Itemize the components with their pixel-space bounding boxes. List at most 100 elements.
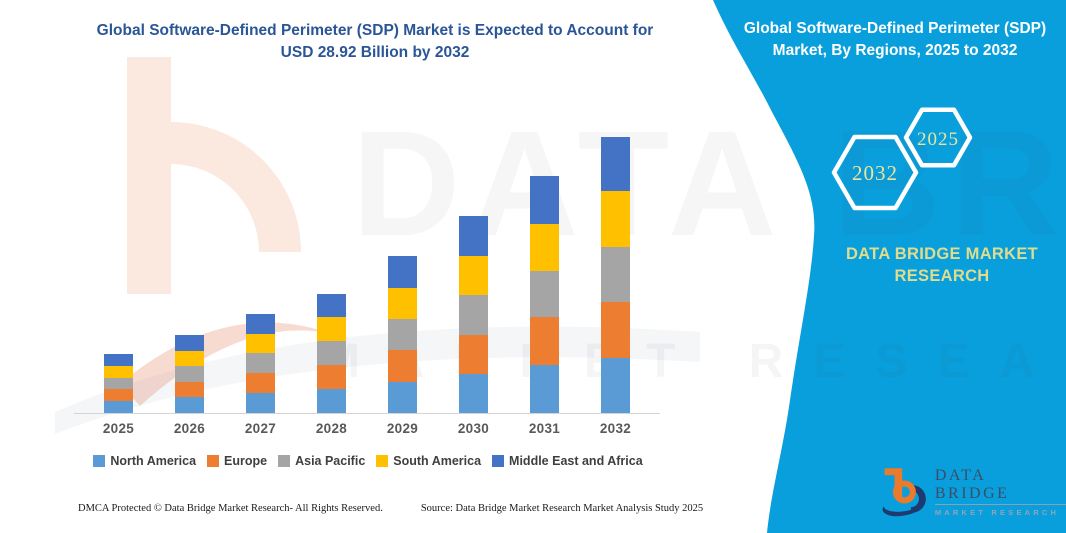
bar-slot-2031 <box>509 121 580 413</box>
logo-divider <box>934 504 1066 506</box>
bar-segment-2032-middle-east-and-africa <box>601 137 630 192</box>
footer-source-text: Source: Data Bridge Market Research Mark… <box>420 503 704 514</box>
legend-item-europe: Europe <box>207 454 267 468</box>
bar-segment-2026-middle-east-and-africa <box>175 334 204 351</box>
bar-segment-2029-south-america <box>388 287 417 319</box>
x-axis-label-2027: 2027 <box>244 421 277 436</box>
legend-label-middle-east-and-africa: Middle East and Africa <box>509 454 643 468</box>
hexagon-2025 <box>903 107 973 168</box>
bar-segment-2027-europe <box>246 372 275 393</box>
bar-segment-2030-europe <box>459 334 488 374</box>
stacked-bar-2028 <box>317 293 346 413</box>
bar-slot-2026 <box>154 121 225 413</box>
bar-segment-2026-europe <box>175 381 204 397</box>
x-axis-label-2032: 2032 <box>599 421 632 436</box>
bar-segment-2030-asia-pacific <box>459 295 488 335</box>
bar-slot-2030 <box>438 121 509 413</box>
legend-item-middle-east-and-africa: Middle East and Africa <box>492 454 643 468</box>
bar-slot-2028 <box>296 121 367 413</box>
bar-segment-2031-north-america <box>530 365 559 413</box>
bar-segment-2032-asia-pacific <box>601 246 630 303</box>
bar-segment-2029-north-america <box>388 381 417 413</box>
bar-segment-2031-middle-east-and-africa <box>530 176 559 224</box>
right-panel-title: Global Software-Defined Perimeter (SDP) … <box>735 18 1055 63</box>
data-bridge-logo-icon <box>882 468 926 517</box>
footer-dmca-text: DMCA Protected © Data Bridge Market Rese… <box>78 503 383 514</box>
stacked-bar-2027 <box>246 313 275 413</box>
x-axis-labels: 2025 2026 2027 2028 2029 2030 2031 2032 <box>83 421 651 436</box>
legend-swatch-asia-pacific <box>278 455 291 467</box>
bar-segment-2028-middle-east-and-africa <box>317 293 346 318</box>
hexagon-year-2032: 2032 <box>852 161 898 185</box>
right-panel-title-line2: Market, By Regions, 2025 to 2032 <box>772 42 1018 60</box>
x-axis-label-2025: 2025 <box>102 421 135 436</box>
legend-label-north-america: North America <box>110 454 197 468</box>
legend-item-north-america: North America <box>93 454 196 468</box>
stacked-bar-2031 <box>530 176 559 413</box>
bar-segment-2027-asia-pacific <box>246 352 275 373</box>
bar-slot-2027 <box>225 121 296 413</box>
brand-caption: DATA BRIDGE MARKET RESEARCH <box>845 245 1039 286</box>
bar-segment-2027-south-america <box>246 333 275 353</box>
bar-segment-2025-asia-pacific <box>104 377 133 390</box>
bar-segment-2028-north-america <box>317 389 346 413</box>
forecast-hexagons: 2032 2025 <box>831 107 973 211</box>
bar-segment-2028-asia-pacific <box>317 341 346 366</box>
legend-label-europe: Europe <box>224 454 268 468</box>
bar-segment-2026-asia-pacific <box>175 366 204 382</box>
bar-segment-2028-south-america <box>317 317 346 342</box>
chart-title-line1: Global Software-Defined Perimeter (SDP) … <box>96 22 654 39</box>
stacked-bar-2029 <box>388 256 417 413</box>
bar-segment-2028-europe <box>317 365 346 390</box>
chart-title-line2: USD 28.92 Billion by 2032 <box>280 44 470 62</box>
legend-label-south-america: South America <box>393 454 482 468</box>
stacked-bar-2026 <box>175 334 204 413</box>
bar-segment-2025-south-america <box>104 366 133 378</box>
legend-swatch-north-america <box>93 455 106 467</box>
bar-segment-2025-north-america <box>104 400 133 413</box>
x-axis-label-2026: 2026 <box>173 421 206 436</box>
legend-swatch-middle-east-and-africa <box>492 455 505 467</box>
data-bridge-logo: DATA BRIDGE MARKET RESEARCH <box>880 463 1066 521</box>
bar-slot-2025 <box>83 121 154 413</box>
legend-swatch-south-america <box>376 455 389 467</box>
bar-segment-2030-middle-east-and-africa <box>459 216 488 257</box>
logo-name: DATA BRIDGE <box>934 466 1010 502</box>
bar-segment-2027-north-america <box>246 392 275 413</box>
bar-slot-2032 <box>580 121 651 413</box>
bar-segment-2031-south-america <box>530 223 559 271</box>
x-axis-line <box>74 413 660 414</box>
bar-segment-2030-south-america <box>459 256 488 296</box>
legend-swatch-europe <box>207 455 220 467</box>
bar-segment-2031-europe <box>530 317 559 366</box>
bar-segment-2025-europe <box>104 389 133 401</box>
watermark-logo-b <box>120 57 332 406</box>
bar-segment-2026-south-america <box>175 350 204 367</box>
bar-segment-2025-middle-east-and-africa <box>104 353 133 367</box>
hexagon-2032 <box>831 134 919 211</box>
legend-item-asia-pacific: Asia Pacific <box>278 454 365 468</box>
stacked-bar-2030 <box>459 216 488 413</box>
logo-wordmark: DATA BRIDGE MARKET RESEARCH <box>934 466 1066 517</box>
bar-segment-2026-north-america <box>175 396 204 413</box>
x-axis-label-2031: 2031 <box>528 421 561 436</box>
bar-segment-2032-europe <box>601 302 630 358</box>
hexagon-year-2025: 2025 <box>917 129 959 150</box>
x-axis-label-2029: 2029 <box>386 421 419 436</box>
bar-segment-2029-europe <box>388 350 417 382</box>
chart-legend: North America Europe Asia Pacific South Ame… <box>72 454 664 468</box>
bar-slot-2029 <box>367 121 438 413</box>
legend-label-asia-pacific: Asia Pacific <box>295 454 366 468</box>
bar-segment-2030-north-america <box>459 373 488 413</box>
x-axis-label-2030: 2030 <box>457 421 490 436</box>
stacked-bar-2025 <box>104 353 133 413</box>
right-panel-title-line1: Global Software-Defined Perimeter (SDP) <box>743 20 1047 37</box>
watermark-subtext: MARKET RESEARCH <box>320 335 1066 388</box>
x-axis-label-2028: 2028 <box>315 421 348 436</box>
bar-segment-2027-middle-east-and-africa <box>246 313 275 334</box>
legend-item-south-america: South America <box>376 454 481 468</box>
bar-segment-2032-north-america <box>601 357 630 413</box>
chart-bars <box>83 121 651 413</box>
